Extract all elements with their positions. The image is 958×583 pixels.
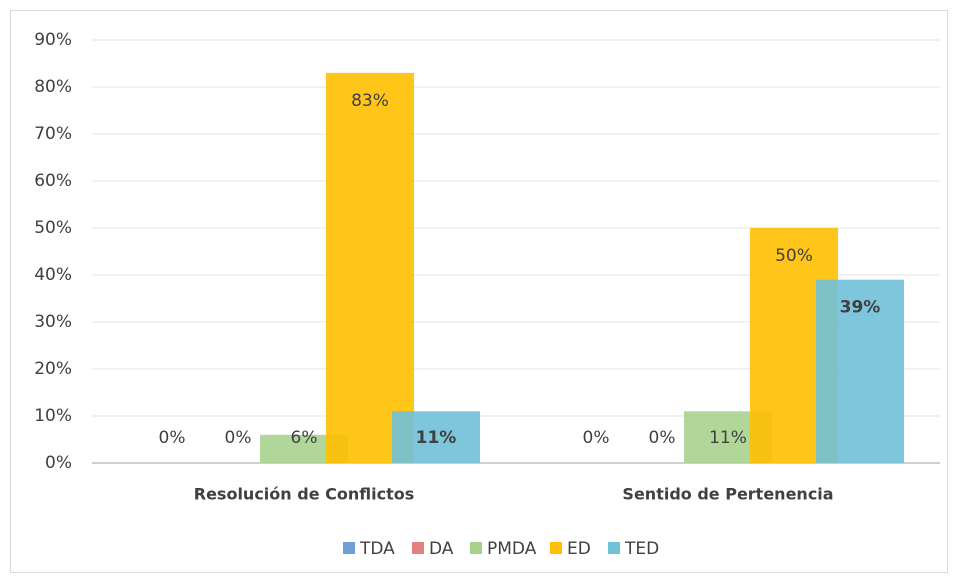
y-tick-label: 50% xyxy=(34,218,72,238)
data-label: 39% xyxy=(840,298,881,318)
legend-swatch xyxy=(550,542,562,554)
legend-swatch xyxy=(412,542,424,554)
data-label: 0% xyxy=(649,428,676,448)
y-tick-label: 90% xyxy=(34,30,72,50)
legend-label: TDA xyxy=(359,539,395,559)
y-tick-label: 60% xyxy=(34,171,72,191)
legend-swatch xyxy=(343,542,355,554)
y-tick-label: 70% xyxy=(34,124,72,144)
y-tick-label: 10% xyxy=(34,406,72,426)
y-tick-label: 40% xyxy=(34,265,72,285)
y-tick-label: 20% xyxy=(34,359,72,379)
legend-label: TED xyxy=(624,539,659,559)
data-label: 83% xyxy=(351,91,389,111)
x-tick-label: Sentido de Pertenencia xyxy=(622,485,833,504)
data-label: 11% xyxy=(416,428,457,448)
data-label: 0% xyxy=(583,428,610,448)
bar xyxy=(392,411,480,463)
data-label: 0% xyxy=(225,428,252,448)
data-label: 11% xyxy=(709,428,747,448)
legend-swatch xyxy=(470,542,482,554)
y-tick-label: 80% xyxy=(34,77,72,97)
legend-label: PMDA xyxy=(487,539,537,559)
data-label: 6% xyxy=(291,428,318,448)
legend-swatch xyxy=(608,542,620,554)
x-tick-label: Resolución de Conflictos xyxy=(194,485,414,504)
y-tick-label: 30% xyxy=(34,312,72,332)
bar xyxy=(326,72,414,464)
bar xyxy=(816,279,904,463)
data-label: 50% xyxy=(775,246,813,266)
legend-label: DA xyxy=(429,539,454,559)
legend-label: ED xyxy=(567,539,591,559)
data-label: 0% xyxy=(159,428,186,448)
y-tick-label: 0% xyxy=(45,453,72,473)
